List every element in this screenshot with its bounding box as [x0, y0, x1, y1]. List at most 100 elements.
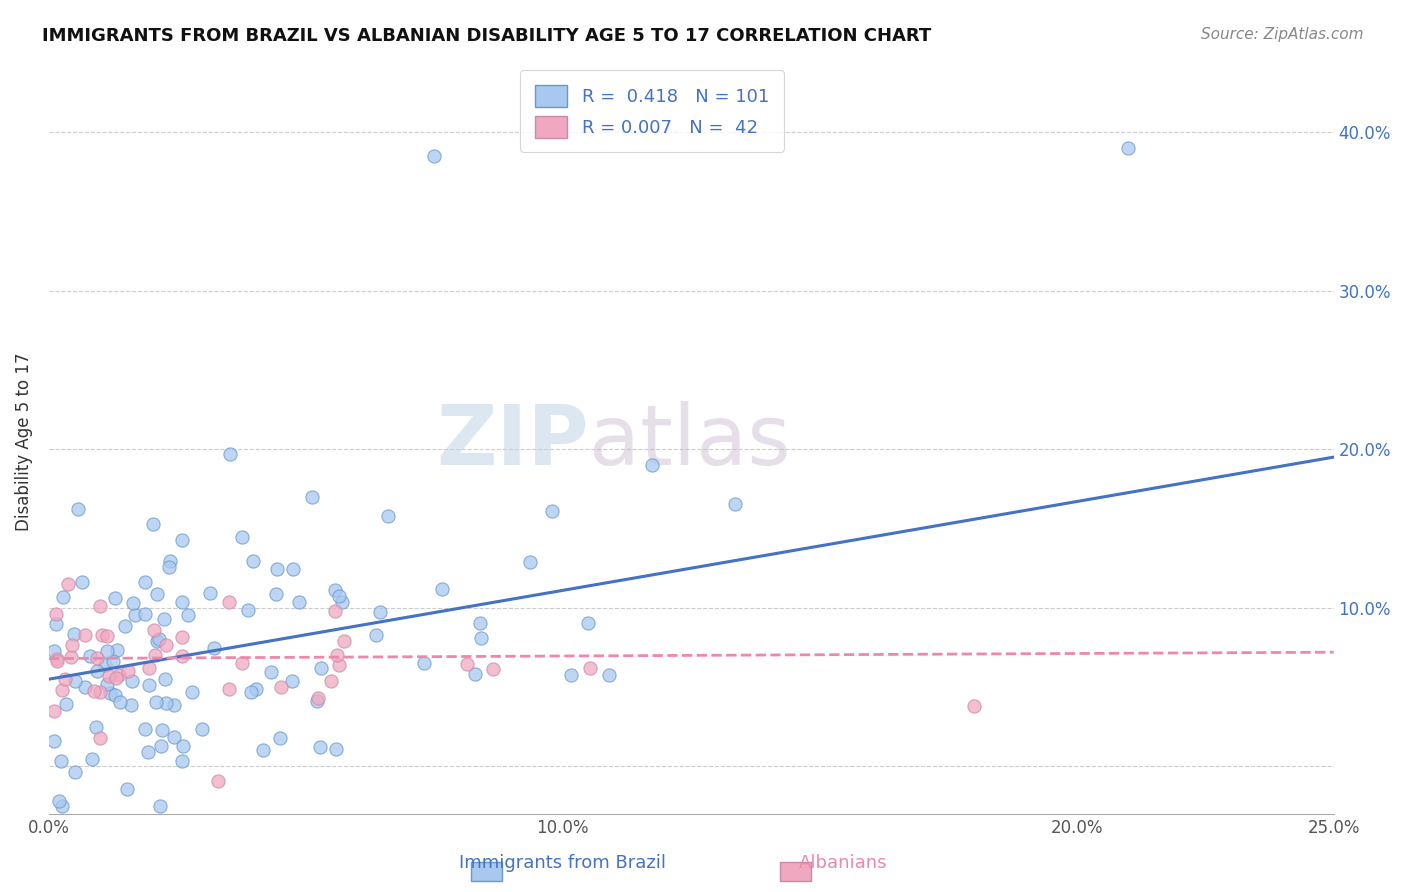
Point [149, 739, 172, 753]
Point [146, 587, 169, 601]
Point [240, 685, 263, 699]
Point [94, 658, 117, 673]
Point [48, 794, 70, 808]
Text: Albanians: Albanians [800, 855, 887, 872]
Point [51, 799, 73, 814]
Point [45, 653, 67, 667]
Point [142, 624, 165, 638]
Point [42, 704, 65, 718]
Point [325, 741, 347, 756]
Point [134, 723, 156, 737]
Point [328, 657, 350, 672]
Point [75, 628, 97, 642]
Point [170, 533, 193, 547]
Point [242, 554, 264, 568]
Point [51, 754, 73, 768]
Point [114, 619, 136, 633]
Point [470, 616, 492, 631]
Point [152, 723, 174, 737]
Point [52, 591, 75, 605]
Point [519, 555, 541, 569]
Point [89, 731, 111, 745]
Point [413, 657, 436, 671]
Y-axis label: Disability Age 5 to 17: Disability Age 5 to 17 [15, 352, 32, 531]
Point [89, 685, 111, 699]
Point [63, 626, 86, 640]
Point [120, 698, 142, 713]
Point [60, 650, 83, 665]
Point [301, 491, 323, 505]
Point [191, 722, 214, 736]
Point [281, 673, 304, 688]
Point [245, 681, 267, 696]
Point [456, 657, 478, 672]
Point [142, 517, 165, 532]
Point [260, 665, 283, 679]
Point [1116, 141, 1139, 155]
Point [163, 730, 186, 744]
Point [108, 667, 131, 681]
Point [98, 686, 121, 700]
Point [70, 574, 93, 589]
Point [45, 616, 67, 631]
Point [541, 504, 564, 518]
Point [42, 644, 65, 658]
Point [430, 582, 453, 596]
Point [96, 629, 118, 643]
Point [323, 583, 346, 598]
Point [60, 638, 83, 652]
Legend: R =  0.418   N = 101, R = 0.007   N =  42: R = 0.418 N = 101, R = 0.007 N = 42 [520, 70, 783, 152]
Point [328, 589, 350, 603]
Point [368, 606, 391, 620]
Point [269, 731, 291, 746]
Point [90, 628, 112, 642]
Point [79, 649, 101, 664]
Point [138, 678, 160, 692]
Point [252, 743, 274, 757]
Point [121, 674, 143, 689]
Point [153, 672, 176, 686]
Point [482, 662, 505, 676]
Point [149, 799, 172, 814]
Point [170, 631, 193, 645]
Point [287, 595, 309, 609]
Point [145, 696, 167, 710]
Point [200, 585, 222, 599]
Point [45, 652, 67, 666]
Point [366, 628, 388, 642]
Text: Immigrants from Brazil: Immigrants from Brazil [458, 855, 666, 872]
Point [155, 696, 177, 710]
Point [45, 607, 67, 622]
Point [117, 664, 139, 678]
Point [236, 603, 259, 617]
Point [136, 745, 159, 759]
Point [423, 149, 446, 163]
Point [202, 641, 225, 656]
Point [464, 667, 486, 681]
Point [83, 684, 105, 698]
Point [218, 682, 240, 697]
Text: Source: ZipAtlas.com: Source: ZipAtlas.com [1201, 27, 1364, 42]
Point [207, 774, 229, 789]
Point [65, 674, 87, 689]
Text: ZIP: ZIP [436, 401, 589, 482]
Point [579, 660, 602, 674]
Point [724, 497, 747, 511]
Point [155, 638, 177, 652]
Point [181, 685, 204, 699]
Point [63, 765, 86, 780]
Point [309, 661, 332, 675]
Point [157, 559, 180, 574]
Point [104, 671, 127, 685]
Point [134, 574, 156, 589]
Point [56, 577, 79, 591]
Point [138, 660, 160, 674]
Point [153, 612, 176, 626]
Point [146, 633, 169, 648]
Point [172, 739, 194, 754]
Point [96, 644, 118, 658]
Point [103, 654, 125, 668]
Point [470, 631, 492, 645]
Point [89, 599, 111, 614]
Point [333, 633, 356, 648]
